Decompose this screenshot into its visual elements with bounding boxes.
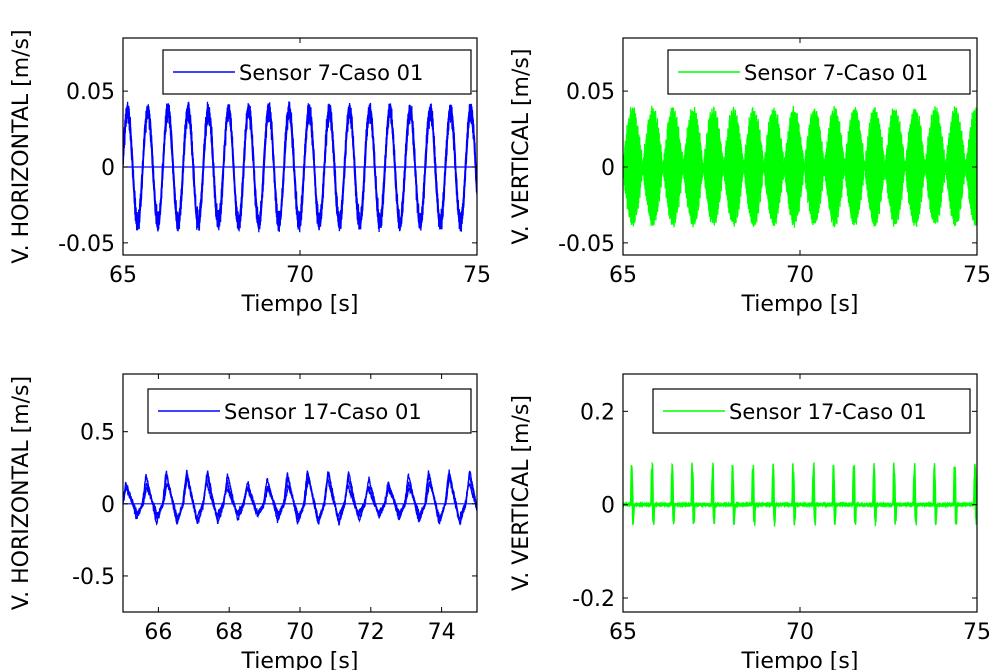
legend-label: Sensor 17-Caso 01 — [729, 400, 927, 424]
legend-label: Sensor 7-Caso 01 — [239, 61, 423, 85]
y-tick-label: 0 — [601, 156, 615, 181]
x-axis-label: Tiempo [s] — [241, 649, 359, 670]
x-axis-label: Tiempo [s] — [741, 649, 859, 670]
x-tick-label: 75 — [963, 263, 991, 288]
y-tick-label: -0.05 — [58, 232, 115, 257]
x-tick-label: 70 — [786, 263, 814, 288]
legend: Sensor 7-Caso 01 — [162, 49, 472, 95]
x-tick-label: 65 — [609, 620, 637, 645]
y-tick-label: -0.05 — [558, 232, 615, 257]
legend-label: Sensor 7-Caso 01 — [744, 61, 928, 85]
legend: Sensor 17-Caso 01 — [652, 388, 971, 434]
series-line-1-trace-3 — [623, 462, 977, 526]
x-tick-label: 65 — [609, 263, 637, 288]
chart-panel-1: 65 70 75 -0.05 0 0.05 Tiempo [s] V. HORIZONTAL … — [9, 29, 491, 317]
series-line-1-trace-3 — [123, 101, 477, 233]
x-tick-label: 72 — [357, 620, 385, 645]
legend: Sensor 7-Caso 01 — [667, 49, 971, 95]
y-tick-label: 0 — [101, 156, 115, 181]
x-tick-label: 70 — [286, 620, 314, 645]
y-tick-label: 0 — [601, 494, 615, 519]
chart-panel-2: 65 70 75 -0.05 0 0.05 Tiempo [s] V. VERTICAL [m… — [509, 37, 991, 317]
y-tick-label: 0.05 — [66, 80, 115, 105]
x-axis-label: Tiempo [s] — [241, 292, 359, 317]
x-tick-label: 75 — [963, 620, 991, 645]
y-tick-label: 0.05 — [566, 80, 615, 105]
x-tick-label: 70 — [286, 263, 314, 288]
series-line-1-trace-3 — [123, 470, 477, 526]
series-line-1-trace-2 — [623, 462, 977, 527]
y-tick-label: -0.2 — [572, 587, 615, 612]
y-tick-label: -0.5 — [72, 565, 115, 590]
y-tick-label: 0.5 — [80, 421, 115, 446]
legend: Sensor 17-Caso 01 — [147, 388, 472, 434]
x-tick-label: 66 — [144, 620, 172, 645]
y-tick-label: 0.2 — [580, 400, 615, 425]
x-tick-label: 75 — [463, 263, 491, 288]
series-line-1-trace-1 — [623, 461, 977, 526]
x-tick-label: 68 — [215, 620, 243, 645]
y-tick-label: 0 — [101, 493, 115, 518]
y-axis-label: V. HORIZONTAL [m/s] — [9, 29, 34, 263]
x-axis-label: Tiempo [s] — [741, 292, 859, 317]
chart-panel-4: 65 70 75 -0.2 0 0.2 Tiempo [s] V. VERTICAL [m/s… — [509, 373, 991, 670]
x-tick-label: 74 — [428, 620, 456, 645]
x-tick-label: 70 — [786, 620, 814, 645]
chart-panel-3: 66 68 70 72 74 -0.5 0 0.5 Tiempo [s] V. HORIZONTA… — [9, 373, 478, 670]
x-tick-label: 65 — [109, 263, 137, 288]
y-axis-label: V. VERTICAL [m/s] — [509, 49, 534, 245]
series-line-1-trace-3 — [623, 105, 977, 227]
y-axis-label: V. VERTICAL [m/s] — [509, 395, 534, 591]
y-axis-label: V. HORIZONTAL [m/s] — [9, 376, 34, 610]
legend-label: Sensor 17-Caso 01 — [224, 400, 422, 424]
